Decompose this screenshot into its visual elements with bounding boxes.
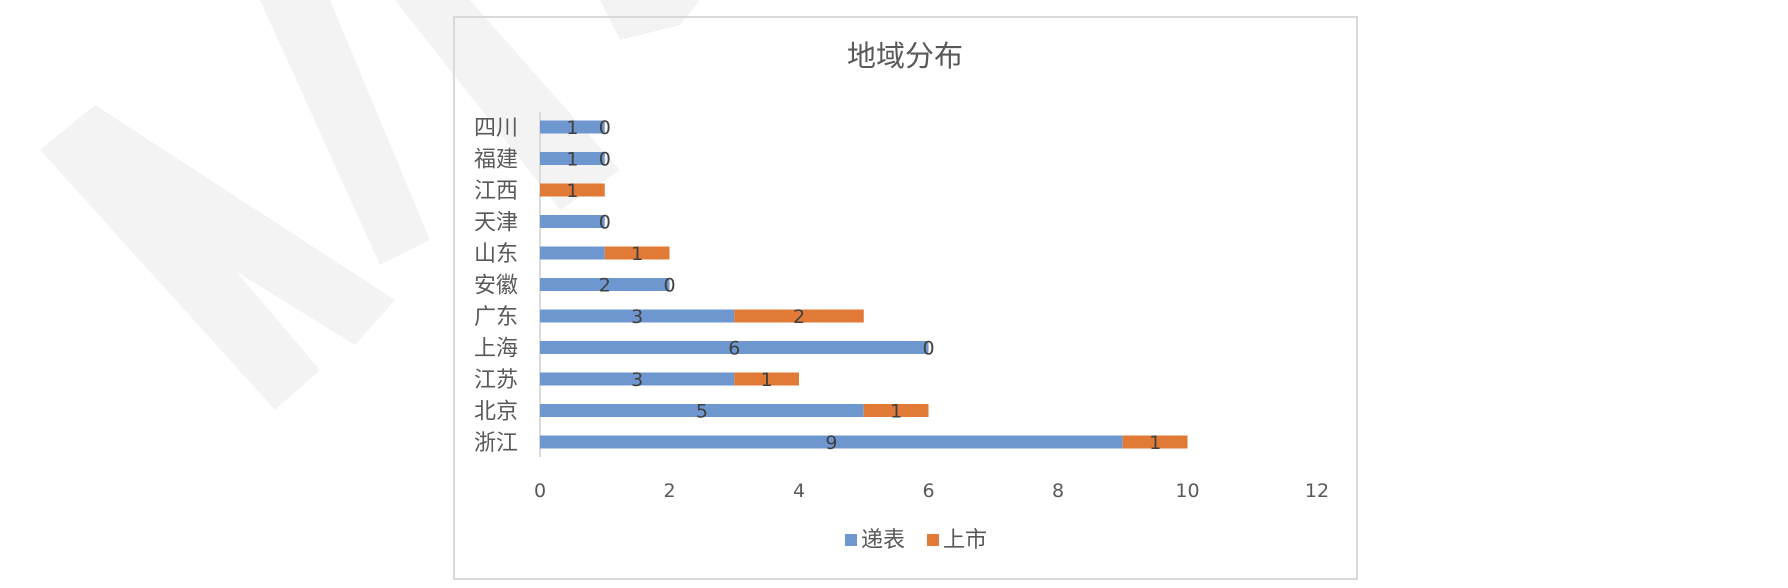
bar-递表 <box>540 215 605 228</box>
bar-上市 <box>734 372 799 386</box>
legend-item: 递表 <box>845 528 905 553</box>
data-label: 3 <box>631 369 643 391</box>
x-tick-label: 10 <box>1175 480 1199 502</box>
x-tick-label: 0 <box>534 480 546 502</box>
category-label: 北京 <box>474 400 518 425</box>
data-label: 1 <box>890 401 902 423</box>
category-label: 山东 <box>474 242 518 267</box>
bar-上市 <box>863 404 929 417</box>
data-label: 5 <box>696 401 708 423</box>
data-label: 3 <box>631 306 643 328</box>
chart-legend: 递表 上市 <box>845 528 987 553</box>
bar-上市 <box>1122 435 1188 449</box>
bar-上市 <box>734 309 864 323</box>
category-label: 四川 <box>474 116 518 141</box>
bar-递表 <box>540 278 670 291</box>
data-label: 1 <box>631 243 643 265</box>
data-label: 1 <box>1149 432 1161 454</box>
data-label: 9 <box>825 432 837 454</box>
data-label: 0 <box>599 212 611 234</box>
data-label: 1 <box>761 369 773 391</box>
bar-递表 <box>540 341 929 354</box>
category-label: 浙江 <box>474 431 518 456</box>
data-label: 0 <box>599 149 611 171</box>
data-label: 1 <box>566 149 578 171</box>
bar-递表 <box>540 372 735 386</box>
bar-上市 <box>604 246 670 260</box>
x-tick-label: 8 <box>1052 480 1064 502</box>
x-tick-label: 12 <box>1305 480 1329 502</box>
legend-swatch <box>845 534 857 546</box>
legend-item: 上市 <box>927 528 987 553</box>
chart-frame <box>453 16 1358 580</box>
bar-递表 <box>540 404 864 417</box>
data-label: 1 <box>566 180 578 202</box>
x-tick-label: 6 <box>922 480 934 502</box>
category-label: 江苏 <box>474 368 518 393</box>
bar-递表 <box>540 435 1123 449</box>
legend-label: 上市 <box>943 528 987 553</box>
x-tick-label: 2 <box>663 480 675 502</box>
chart-title: 地域分布 <box>847 39 963 73</box>
data-label: 2 <box>599 275 611 297</box>
bar-递表 <box>540 309 735 323</box>
category-label: 广东 <box>474 305 518 330</box>
category-label: 安徽 <box>474 274 518 299</box>
category-label: 上海 <box>474 337 518 362</box>
legend-label: 递表 <box>861 528 905 553</box>
x-tick-label: 4 <box>793 480 805 502</box>
category-label: 天津 <box>474 211 518 236</box>
data-label: 0 <box>663 275 675 297</box>
bar-递表 <box>540 152 605 165</box>
data-label: 2 <box>793 306 805 328</box>
data-label: 1 <box>566 117 578 139</box>
bar-上市 <box>540 183 605 197</box>
bar-递表 <box>540 246 605 260</box>
category-label: 江西 <box>474 179 518 204</box>
category-label: 福建 <box>474 148 518 173</box>
legend-swatch <box>927 534 939 546</box>
bar-递表 <box>540 120 605 134</box>
data-label: 0 <box>599 117 611 139</box>
data-label: 0 <box>922 338 934 360</box>
data-label: 6 <box>728 338 740 360</box>
